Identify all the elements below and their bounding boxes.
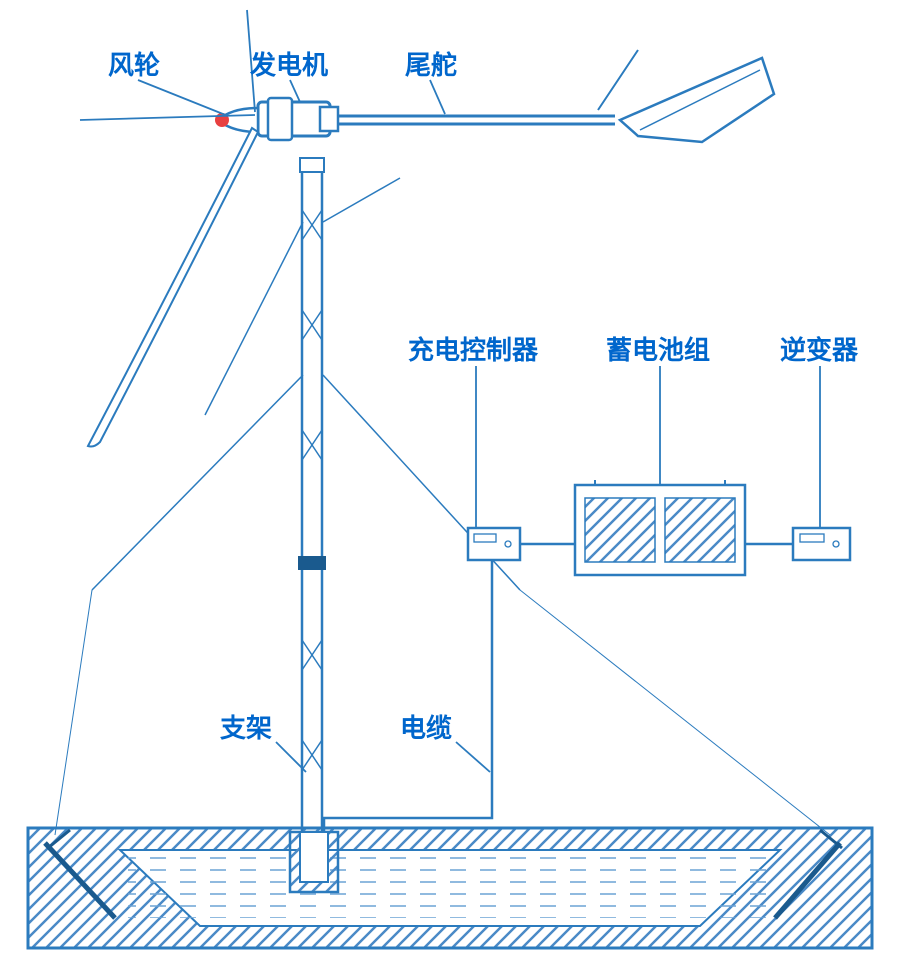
wind-turbine-diagram xyxy=(0,0,900,961)
tail-assembly xyxy=(338,50,774,142)
label-charger: 充电控制器 xyxy=(408,330,538,367)
cable-run xyxy=(324,560,492,832)
leader-lines xyxy=(138,80,820,772)
label-inverter: 逆变器 xyxy=(780,330,858,367)
foundation xyxy=(28,828,872,948)
battery-bank xyxy=(575,480,745,575)
label-rotor: 风轮 xyxy=(108,45,160,82)
label-cable: 电缆 xyxy=(400,708,452,745)
label-generator: 发电机 xyxy=(250,45,328,82)
inverter xyxy=(793,528,850,560)
rotor-blades xyxy=(80,10,258,447)
label-battery: 蓄电池组 xyxy=(606,330,710,367)
label-support: 支架 xyxy=(220,708,272,745)
tower xyxy=(298,158,326,832)
generator-nacelle xyxy=(258,98,338,140)
charge-controller xyxy=(468,528,520,560)
label-tail-vane: 尾舵 xyxy=(405,45,457,82)
